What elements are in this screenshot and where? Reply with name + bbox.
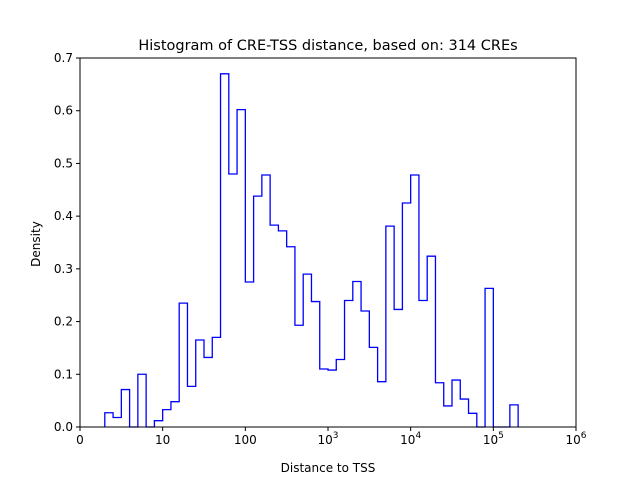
histogram-bin — [171, 402, 179, 427]
histogram-bin — [237, 110, 245, 427]
histogram-bin — [270, 225, 278, 427]
histogram-bin — [262, 175, 270, 427]
y-tick-label: 0.1 — [54, 367, 73, 381]
x-tick-label: 105 — [483, 431, 504, 447]
y-tick-label: 0.0 — [54, 420, 73, 434]
x-ticks: 0 10 100 103 104 105 106 — [76, 427, 587, 447]
histogram-bin — [196, 340, 204, 427]
histogram-bin — [386, 226, 394, 427]
histogram-outline — [104, 73, 519, 428]
histogram-bin — [311, 302, 319, 427]
histogram-bin — [328, 370, 336, 427]
histogram-bin — [221, 74, 229, 427]
histogram-bin — [411, 175, 419, 427]
histogram-bin — [254, 196, 262, 427]
x-tick-label: 103 — [317, 431, 338, 447]
x-tick-label: 100 — [234, 433, 257, 447]
histogram-bin — [278, 231, 286, 427]
y-tick-label: 0.6 — [54, 104, 73, 118]
histogram-bin — [444, 406, 452, 427]
histogram-bin — [485, 288, 493, 427]
histogram-bin — [179, 303, 187, 427]
x-tick-label: 10 — [155, 433, 170, 447]
histogram-bin — [287, 247, 295, 427]
y-tick-label: 0.5 — [54, 156, 73, 170]
histogram-bin — [154, 421, 162, 427]
histogram-bin — [229, 174, 237, 427]
histogram-bin — [361, 311, 369, 427]
histogram-bin — [378, 382, 386, 427]
histogram-bin — [204, 357, 212, 427]
y-axis-label: Density — [29, 221, 43, 267]
axes-frame — [79, 57, 577, 428]
y-tick-label: 0.7 — [54, 51, 73, 65]
x-axis-label: Distance to TSS — [281, 461, 376, 475]
histogram-bin — [427, 256, 435, 427]
y-ticks: 0.0 0.1 0.2 0.3 0.4 0.5 0.6 0.7 — [54, 51, 80, 434]
histogram-bin — [245, 282, 253, 427]
histogram-bin — [419, 300, 427, 427]
histogram-bin — [435, 383, 443, 427]
histogram-bin — [138, 374, 146, 427]
histogram-bin — [510, 405, 518, 427]
histogram-bin — [336, 360, 344, 427]
histogram-bin — [212, 337, 220, 427]
y-tick-label: 0.2 — [54, 315, 73, 329]
x-tick-label: 104 — [400, 431, 421, 447]
histogram-bin — [460, 399, 468, 427]
histogram-bin — [187, 386, 195, 427]
histogram-bin — [320, 369, 328, 427]
histogram-bin — [303, 274, 311, 427]
histogram-bin — [452, 380, 460, 427]
histogram-bin — [402, 203, 410, 427]
histogram-bin — [121, 390, 129, 427]
histogram-bin — [469, 413, 477, 427]
histogram-bin — [369, 347, 377, 427]
histogram-bin — [353, 282, 361, 427]
histogram-bin — [105, 413, 113, 427]
histogram-bin — [163, 410, 171, 427]
histogram-bin — [113, 418, 121, 427]
y-tick-label: 0.4 — [54, 209, 73, 223]
histogram-bin — [345, 300, 353, 427]
x-tick-label: 0 — [76, 433, 84, 447]
histogram-bin — [394, 309, 402, 427]
histogram-steps — [104, 73, 519, 428]
chart-title: Histogram of CRE-TSS distance, based on:… — [138, 38, 517, 54]
histogram-bin — [295, 325, 303, 427]
y-tick-label: 0.3 — [54, 262, 73, 276]
x-tick-label: 106 — [565, 431, 586, 447]
